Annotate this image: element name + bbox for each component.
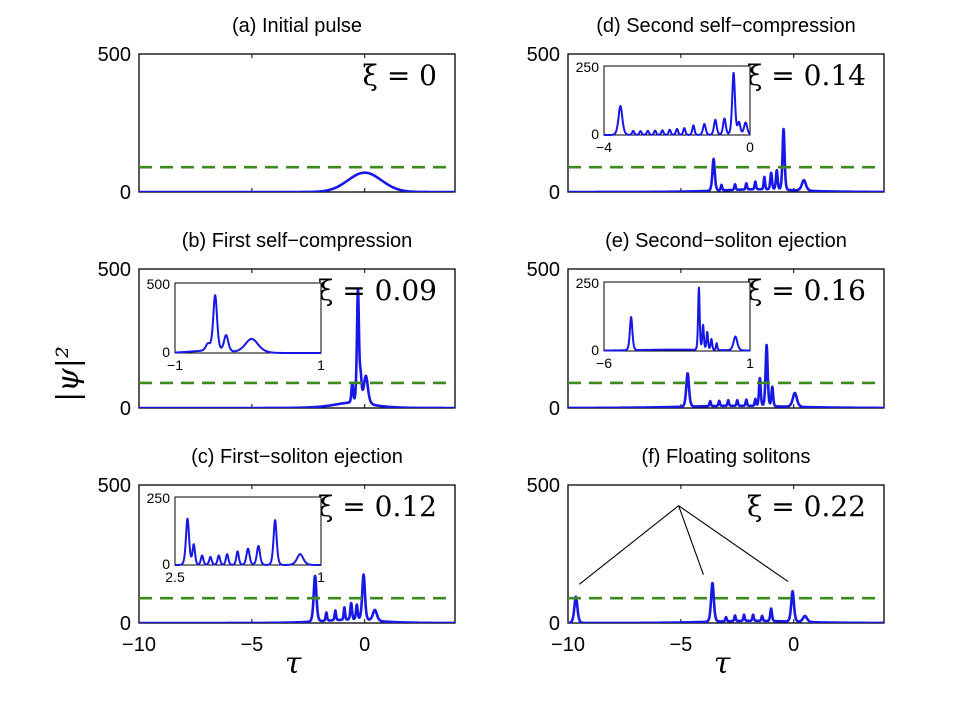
inset-curve <box>174 294 322 354</box>
inset-frame <box>174 496 322 566</box>
y-tick-label: 0 <box>549 398 560 420</box>
panel-title: (f) Floating solitons <box>642 446 811 468</box>
y-tick-label: 500 <box>527 259 560 281</box>
inset-y-tick-label: 0 <box>591 126 599 142</box>
inset-curve <box>603 286 751 352</box>
y-tick-label: 0 <box>120 398 131 420</box>
y-tick-label: 500 <box>527 44 560 66</box>
inset-y-tick-label: 0 <box>591 342 599 358</box>
panels: (a) Initial pulse 500 0 ξ = 0 (b) First self… <box>98 15 885 656</box>
panel-title: (a) Initial pulse <box>232 15 362 37</box>
inset-frame <box>603 281 751 352</box>
y-tick-label: 500 <box>527 475 560 497</box>
inset-frame <box>603 65 751 136</box>
pulse-curve <box>139 171 455 192</box>
y-tick-label: 0 <box>549 613 560 635</box>
xi-annotation: ξ = 0.12 <box>318 490 437 523</box>
panel-d: (d) Second self−compression 500 0 ξ = 0.14 2… <box>527 15 885 204</box>
xi-annotation: ξ = 0.14 <box>747 59 866 92</box>
pointer-line <box>678 505 704 575</box>
y-tick-label: 500 <box>98 44 131 66</box>
pointer-line <box>578 505 679 585</box>
pulse-curve <box>139 573 455 623</box>
x-tick-label: −5 <box>240 634 263 656</box>
pulse-curve <box>568 581 884 623</box>
inset-x-tick-label: −6 <box>596 355 612 371</box>
xi-annotation: ξ = 0.09 <box>318 274 437 307</box>
panel-title: (e) Second−soliton ejection <box>605 230 847 252</box>
inset-x-tick-label: 2.5 <box>165 569 185 585</box>
pulse-curve <box>568 343 884 408</box>
x-axis-label-right: τ <box>714 646 731 681</box>
inset-x-tick-label: 1 <box>317 569 325 585</box>
plot-frame <box>567 268 885 409</box>
y-tick-label: 500 <box>98 475 131 497</box>
plot-frame <box>567 484 885 624</box>
y-tick-label: 500 <box>98 259 131 281</box>
inset-x-tick-label: 1 <box>746 355 754 371</box>
inset-x-tick-label: −4 <box>596 139 612 155</box>
xi-annotation: ξ = 0.22 <box>747 490 866 523</box>
inset-curve <box>174 517 322 566</box>
inset-y-tick-label: 250 <box>576 59 600 75</box>
inset-x-tick-label: −1 <box>167 357 183 373</box>
inset-x-tick-label: 0 <box>746 139 754 155</box>
panel-title: (b) First self−compression <box>182 230 413 252</box>
x-tick-label: −10 <box>551 634 585 656</box>
panel-title: (d) Second self−compression <box>596 15 856 37</box>
x-tick-label: −5 <box>669 634 692 656</box>
x-tick-label: 0 <box>359 634 370 656</box>
inset-b: 500 0−1 1 <box>147 276 325 373</box>
pointer-line <box>678 505 789 583</box>
plot-frame <box>567 53 885 193</box>
inset-c: 250 02.5 1 <box>147 490 325 585</box>
inset-curve <box>603 71 751 136</box>
xi-annotation: ξ = 0 <box>363 59 438 92</box>
x-axis-label-left: τ <box>285 646 302 681</box>
x-tick-label: 0 <box>788 634 799 656</box>
inset-y-tick-label: 250 <box>147 490 171 506</box>
x-tick-label: −10 <box>122 634 156 656</box>
panel-title: (c) First−soliton ejection <box>191 446 403 468</box>
panel-a: (a) Initial pulse 500 0 ξ = 0 <box>98 15 456 204</box>
inset-y-tick-label: 250 <box>576 275 600 291</box>
y-tick-label: 0 <box>549 182 560 204</box>
pulse-curve <box>568 127 884 192</box>
inset-y-tick-label: 500 <box>147 276 171 292</box>
inset-x-tick-label: 1 <box>317 357 325 373</box>
y-tick-label: 0 <box>120 182 131 204</box>
inset-y-tick-label: 0 <box>162 344 170 360</box>
xi-annotation: ξ = 0.16 <box>747 274 866 307</box>
pulse-curve <box>139 288 455 408</box>
inset-y-tick-label: 0 <box>162 556 170 572</box>
inset-e: 250 0−6 1 <box>576 275 754 371</box>
y-axis-label: |ψ|² <box>51 346 86 402</box>
y-tick-label: 0 <box>120 613 131 635</box>
